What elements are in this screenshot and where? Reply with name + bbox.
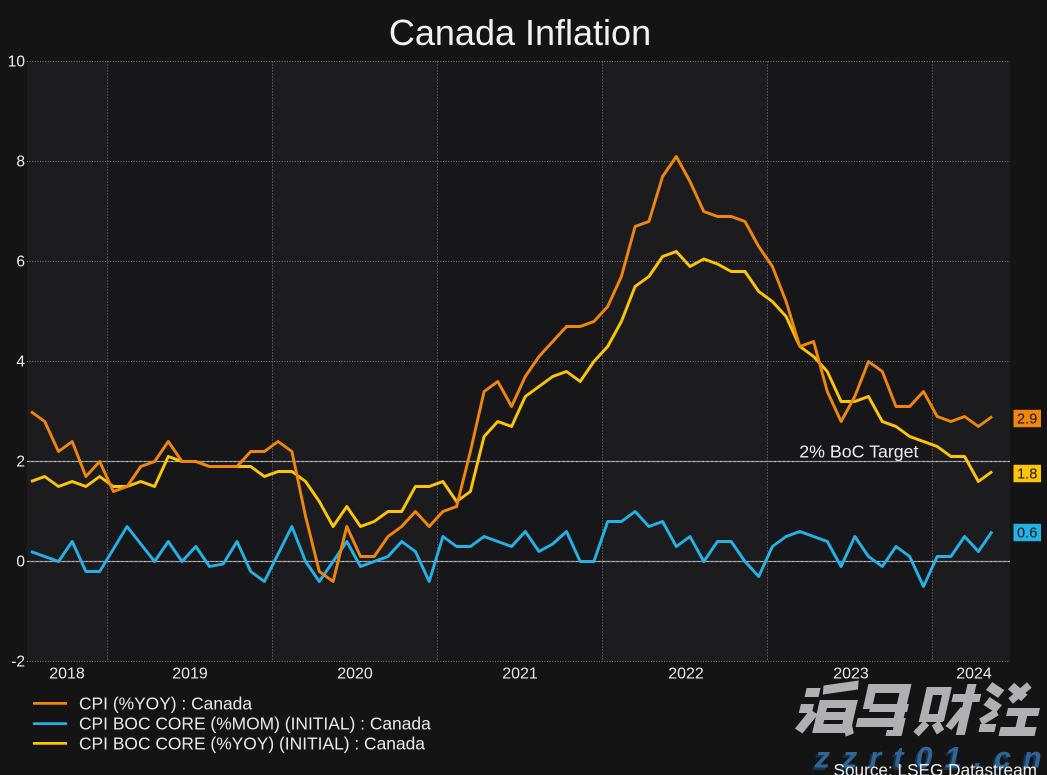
svg-text:2.9: 2.9 [1017, 412, 1037, 428]
svg-text:CPI BOC CORE (%YOY) (INITIAL): CPI BOC CORE (%YOY) (INITIAL) : Canada [79, 733, 425, 753]
svg-text:10: 10 [8, 54, 26, 71]
svg-text:2023: 2023 [833, 666, 869, 683]
svg-text:8: 8 [16, 154, 25, 171]
svg-text:2: 2 [16, 454, 25, 471]
svg-text:4: 4 [16, 354, 25, 371]
svg-text:0.6: 0.6 [1017, 526, 1037, 542]
svg-text:2021: 2021 [502, 666, 538, 683]
svg-text:2020: 2020 [337, 666, 373, 683]
svg-text:2022: 2022 [668, 666, 704, 683]
svg-text:-2: -2 [11, 654, 25, 671]
svg-text:CPI (%YOY) : Canada: CPI (%YOY) : Canada [79, 693, 252, 713]
svg-text:2019: 2019 [172, 666, 208, 683]
svg-text:zzrt01.cn: zzrt01.cn [811, 744, 1047, 775]
svg-text:1.8: 1.8 [1017, 467, 1037, 483]
svg-text:2024: 2024 [956, 666, 992, 683]
svg-text:0: 0 [16, 554, 25, 571]
svg-text:2018: 2018 [49, 666, 85, 683]
svg-text:6: 6 [16, 254, 25, 271]
svg-text:Canada Inflation: Canada Inflation [389, 12, 651, 53]
svg-text:2% BoC Target: 2% BoC Target [799, 442, 918, 462]
svg-text:zzrt01.cn: zzrt01.cn [814, 742, 1047, 775]
svg-text:Source: LSEG Datastream: Source: LSEG Datastream [834, 760, 1037, 775]
svg-text:CPI BOC CORE (%MOM) (INITIAL): CPI BOC CORE (%MOM) (INITIAL) : Canada [79, 714, 431, 734]
